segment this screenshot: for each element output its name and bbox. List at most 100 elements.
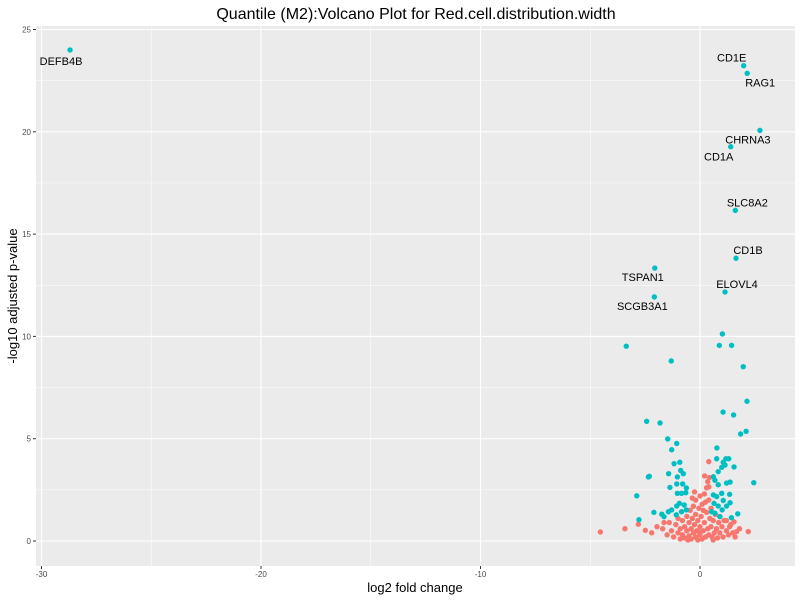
nonsignificant-point [710,517,716,524]
labeled-point-tspan1 [652,265,658,271]
significant-point [677,459,683,465]
nonsignificant-point [684,528,690,534]
significant-point [726,491,733,498]
nonsignificant-point [679,517,686,524]
significant-point [722,462,728,468]
significant-point [730,412,737,418]
nonsignificant-point [688,526,694,532]
y-tick-label: 25 [22,26,31,35]
labeled-point-cd1a [728,144,734,150]
significant-point [719,490,725,497]
significant-point [719,507,725,513]
chart-title: Quantile (M2):Volcano Plot for Red.cell.… [216,6,615,23]
labeled-point-rag1 [744,70,750,76]
labeled-point-slc8a2 [732,207,739,214]
nonsignificant-point [695,537,701,543]
significant-point [659,511,665,517]
nonsignificant-point [730,530,736,536]
nonsignificant-point [696,529,702,535]
gene-label-elovl4: ELOVL4 [716,279,758,291]
nonsignificant-point [715,519,722,526]
significant-point [715,482,721,488]
gene-label-defb4b: DEFB4B [40,56,83,68]
nonsignificant-point [691,489,698,495]
nonsignificant-point [732,534,738,540]
significant-point [668,447,675,453]
nonsignificant-point [714,535,721,541]
nonsignificant-point [670,534,677,540]
significant-point [715,468,721,475]
significant-point [740,363,746,370]
gene-label-rag1: RAG1 [745,77,775,89]
significant-point [735,511,741,517]
x-axis-label: log2 fold change [367,580,462,595]
gene-label-tspan1: TSPAN1 [622,272,664,284]
significant-point [674,490,681,497]
significant-point [714,445,720,451]
nonsignificant-point [661,519,667,526]
significant-point [674,440,680,447]
gene-label-cd1b: CD1B [733,245,762,257]
significant-point [710,492,717,498]
significant-point [711,500,717,507]
nonsignificant-point [664,532,670,538]
gene-label-cd1e: CD1E [717,53,746,65]
nonsignificant-point [649,530,655,536]
significant-point [665,509,672,515]
nonsignificant-point [681,523,688,530]
labeled-point-defb4b [67,47,73,53]
nonsignificant-point [701,473,708,479]
nonsignificant-point [635,521,642,527]
nonsignificant-point [668,528,675,534]
gene-label-cd1a: CD1A [704,152,734,164]
nonsignificant-point [642,527,649,534]
significant-point [717,513,723,520]
x-tick-label: 0 [698,570,703,579]
nonsignificant-point [745,528,751,535]
significant-point [673,512,679,518]
significant-point [713,456,720,462]
y-tick-label: 0 [27,537,32,546]
nonsignificant-point [719,523,725,530]
significant-point [679,481,686,487]
nonsignificant-point [720,534,726,540]
significant-point [665,436,671,442]
nonsignificant-point [675,530,681,536]
significant-point [643,418,650,425]
labeled-point-scgb3a1 [651,294,658,300]
significant-point [634,493,640,499]
nonsignificant-point [622,526,628,532]
significant-point [665,470,672,477]
nonsignificant-point [713,526,720,532]
nonsignificant-point [692,511,699,518]
nonsignificant-point [677,526,683,532]
significant-point [674,481,680,487]
nonsignificant-point [597,529,604,535]
significant-point [645,474,652,480]
nonsignificant-point [723,517,730,524]
nonsignificant-point [698,513,704,520]
significant-point [712,477,718,483]
significant-point [751,479,757,486]
nonsignificant-point [685,537,691,543]
nonsignificant-point [704,478,711,485]
nonsignificant-point [711,530,717,536]
significant-point [728,342,735,349]
nonsignificant-point [695,517,701,524]
labeled-point-chrna3 [757,127,763,134]
nonsignificant-point [691,521,698,528]
significant-point [720,497,726,504]
significant-point [678,490,685,497]
significant-point [681,502,687,508]
nonsignificant-point [689,495,696,501]
significant-point [727,500,733,506]
nonsignificant-point [736,526,743,532]
nonsignificant-point [666,519,672,526]
gene-labels: DEFB4B CD1E RAG1 CHRNA3 CD1A SLC8A2 CD1B TSPAN1… [40,53,776,313]
x-tick-label: -20 [255,570,267,579]
significant-point [683,485,690,491]
nonsignificant-point [696,505,702,511]
nonsignificant-point [684,513,690,520]
significant-point [726,456,732,462]
nonsignificant-point [710,537,716,543]
